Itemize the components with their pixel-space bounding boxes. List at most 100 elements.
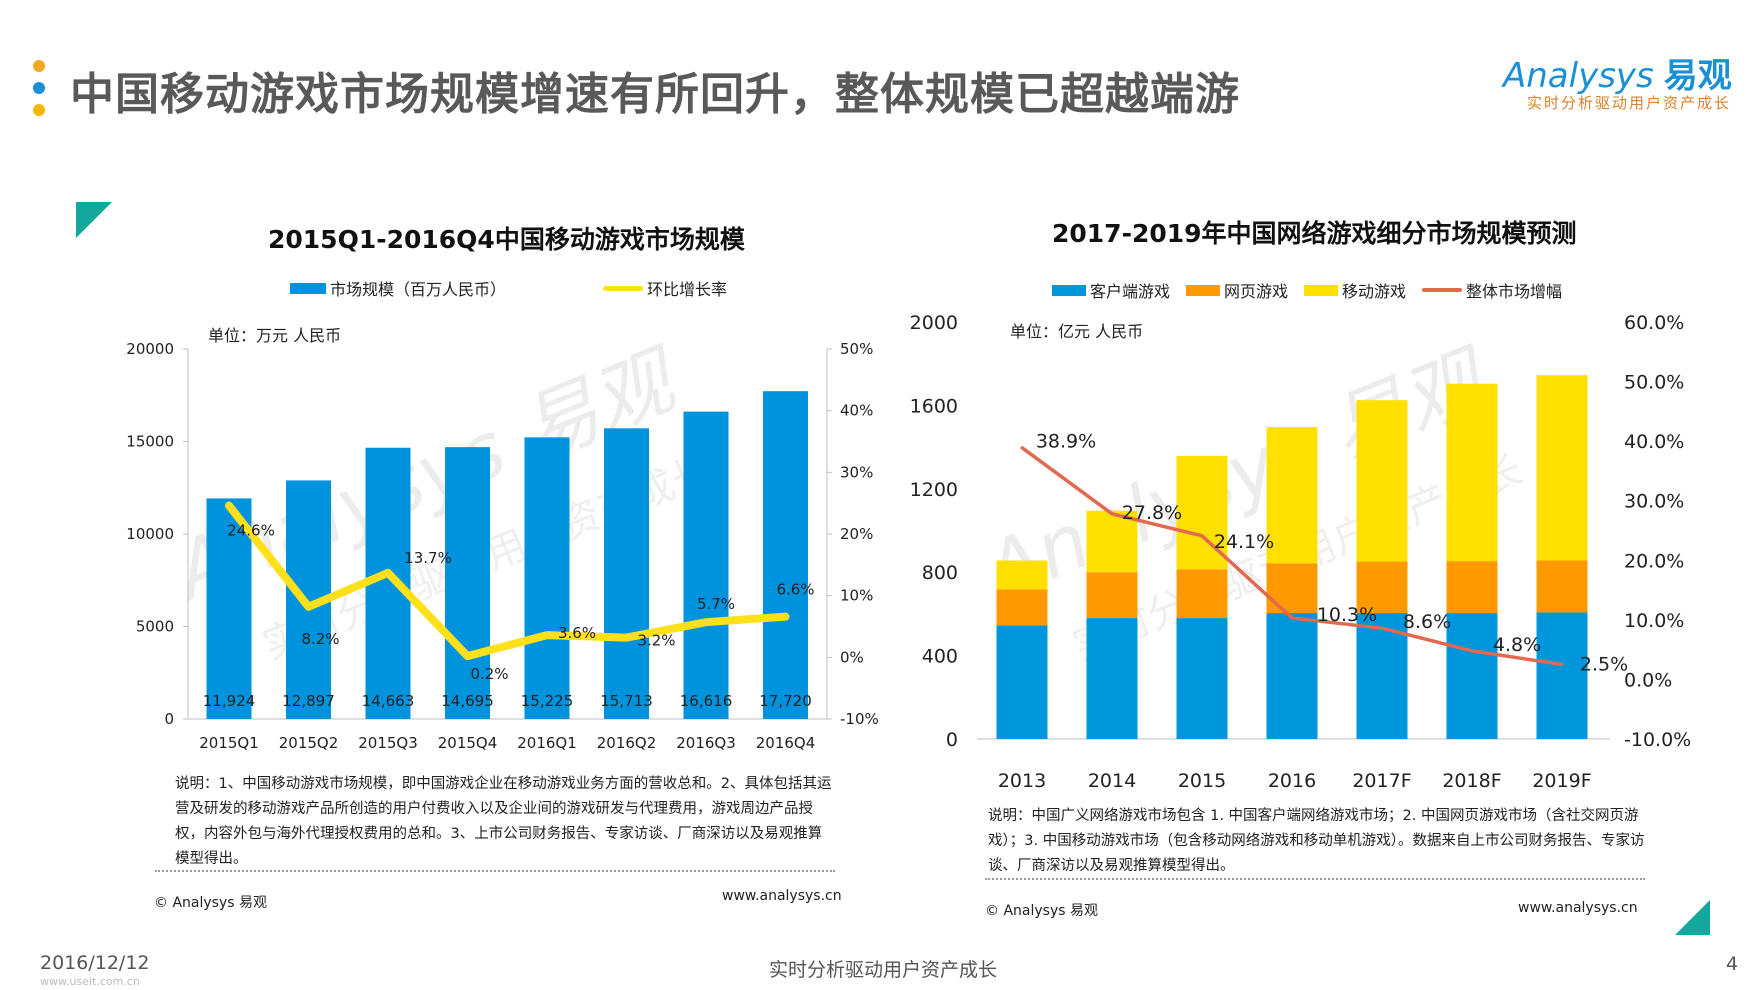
bar-客户端游戏-2018F — [1446, 613, 1498, 739]
bar-网页游戏-2016 — [1266, 563, 1318, 614]
growth-point — [1560, 663, 1564, 667]
left-divider — [155, 870, 835, 872]
legend-swatch-yellow — [1304, 284, 1339, 296]
right-tick-label: 0% — [840, 648, 864, 666]
logo-brand: Analysys — [1503, 56, 1654, 96]
footer-slogan: 实时分析驱动用户资产成长 — [769, 959, 998, 981]
left-tick-label: 1200 — [910, 479, 958, 501]
left-tick-label: 2000 — [910, 312, 958, 334]
category-label: 2016Q4 — [756, 734, 816, 752]
legend-swatch-blue — [290, 282, 326, 294]
left-tick-label: 5000 — [136, 618, 174, 636]
right-copyright: © Analysys 易观 — [985, 903, 1098, 919]
right-chart-title: 2017-2019年中国网络游戏细分市场规模预测 — [1052, 219, 1577, 248]
bar-2016Q1 — [524, 437, 570, 719]
category-label: 2015 — [1178, 770, 1226, 792]
left-chart-note: 说明：1、中国移动游戏市场规模，即中国游戏企业在移动游戏业务方面的营收总和。2、… — [175, 776, 832, 867]
category-label: 2013 — [998, 770, 1046, 792]
page-number: 4 — [1726, 953, 1739, 975]
category-label: 2016Q2 — [597, 734, 657, 752]
left-tick-label: 400 — [922, 646, 958, 668]
bar-客户端游戏-2015 — [1176, 618, 1228, 739]
legend-swatch-orange — [1186, 284, 1221, 296]
growth-label: 5.7% — [697, 595, 735, 613]
growth-point — [1380, 626, 1384, 630]
left-tick-label: 0 — [946, 729, 958, 751]
right-tick-label: 10.0% — [1624, 610, 1684, 632]
growth-label: 3.2% — [637, 632, 675, 650]
legend-label: 市场规模（百万人民币） — [330, 280, 507, 299]
bar-网页游戏-2019F — [1536, 560, 1588, 613]
right-tick-label: 30.0% — [1624, 491, 1684, 513]
growth-label: 13.7% — [404, 549, 452, 567]
right-chart: 0 400 800 1200 1600 2000 -10.0% 0.0% 10.0% 20.0% 3… — [910, 312, 1692, 792]
accent-dot-orange — [33, 60, 45, 72]
growth-point — [1110, 512, 1114, 516]
left-tick-label: 20000 — [126, 340, 174, 358]
legend-swatch-yellow-line — [603, 285, 643, 291]
growth-label: 24.6% — [227, 522, 275, 540]
right-tick-label: 60.0% — [1624, 312, 1684, 334]
growth-point — [705, 621, 707, 624]
growth-point — [466, 655, 469, 658]
growth-label: 6.6% — [776, 581, 814, 599]
logo-cn: 易观 — [1663, 56, 1732, 96]
left-chart: 0 5000 10000 15000 20000 -10% 0% 10% 20% 30% 40% 50… — [126, 340, 878, 752]
bar-value-label: 17,720 — [759, 692, 812, 710]
bar-移动游戏-2016 — [1266, 427, 1318, 564]
right-tick-label: 20.0% — [1624, 550, 1684, 572]
growth-point — [307, 605, 310, 608]
bar-2015Q4 — [445, 447, 490, 719]
right-tick-label: 40.0% — [1624, 431, 1684, 453]
accent-dot-blue — [33, 82, 45, 94]
bar-移动游戏-2014 — [1086, 510, 1138, 573]
bar-value-label: 15,713 — [600, 692, 653, 710]
page-title: 中国移动游戏市场规模增速有所回升，整体规模已超越端游 — [70, 69, 1240, 120]
source-watermark: www.useit.com.cn — [40, 975, 140, 988]
legend-label-web: 网页游戏 — [1224, 282, 1289, 301]
growth-point — [1470, 649, 1474, 653]
legend-label: 环比增长率 — [647, 280, 728, 299]
right-tick-label: 10% — [840, 587, 873, 605]
teal-triangle-bottom-right — [1675, 900, 1710, 935]
growth-label: 2.5% — [1580, 654, 1628, 676]
category-label: 2015Q2 — [279, 734, 339, 752]
bar-value-label: 11,924 — [203, 692, 256, 710]
left-website-link[interactable]: www.analysys.cn — [722, 888, 842, 904]
left-tick-label: 800 — [922, 562, 958, 584]
bar-value-label: 14,663 — [362, 692, 415, 710]
category-label: 2016Q3 — [676, 734, 736, 752]
growth-point — [1200, 534, 1204, 538]
category-label: 2015Q4 — [438, 734, 498, 752]
bar-移动游戏-2018F — [1446, 383, 1498, 562]
left-tick-label: 0 — [164, 710, 174, 728]
growth-label: 8.2% — [301, 630, 339, 648]
right-legend: 客户端游戏 网页游戏 移动游戏 整体市场增幅 — [1052, 278, 1562, 302]
bar-客户端游戏-2019F — [1536, 612, 1588, 739]
growth-point — [1020, 446, 1024, 450]
bar-移动游戏-2019F — [1536, 375, 1588, 561]
right-tick-label: 0.0% — [1624, 669, 1672, 691]
left-legend-item-bar: 市场规模（百万人民币） — [290, 276, 506, 300]
growth-point — [387, 571, 389, 574]
report-date: 2016/12/12 — [40, 952, 150, 974]
bar-2016Q2 — [604, 428, 649, 719]
growth-label: 4.8% — [1493, 634, 1541, 656]
growth-label: 3.6% — [558, 624, 596, 642]
growth-rate-line — [225, 501, 790, 661]
right-tick-label: 50% — [840, 340, 873, 358]
left-tick-label: 15000 — [126, 433, 174, 451]
left-chart-title: 2015Q1-2016Q4中国移动游戏市场规模 — [268, 225, 745, 254]
right-chart-unit: 单位：亿元 人民币 — [1010, 322, 1144, 341]
left-chart-unit: 单位：万元 人民币 — [208, 326, 342, 345]
bar-网页游戏-2015 — [1176, 569, 1228, 619]
right-website-link[interactable]: www.analysys.cn — [1518, 900, 1638, 916]
bar-客户端游戏-2014 — [1086, 618, 1138, 739]
analysys-logo: Analysys 易观 — [1503, 48, 1732, 97]
legend-label-mobile: 移动游戏 — [1342, 282, 1407, 301]
category-label: 2018F — [1442, 770, 1501, 792]
growth-label: 24.1% — [1214, 531, 1274, 553]
growth-label: 38.9% — [1036, 431, 1096, 453]
right-tick-label: 20% — [840, 525, 873, 543]
growth-point — [546, 634, 548, 637]
